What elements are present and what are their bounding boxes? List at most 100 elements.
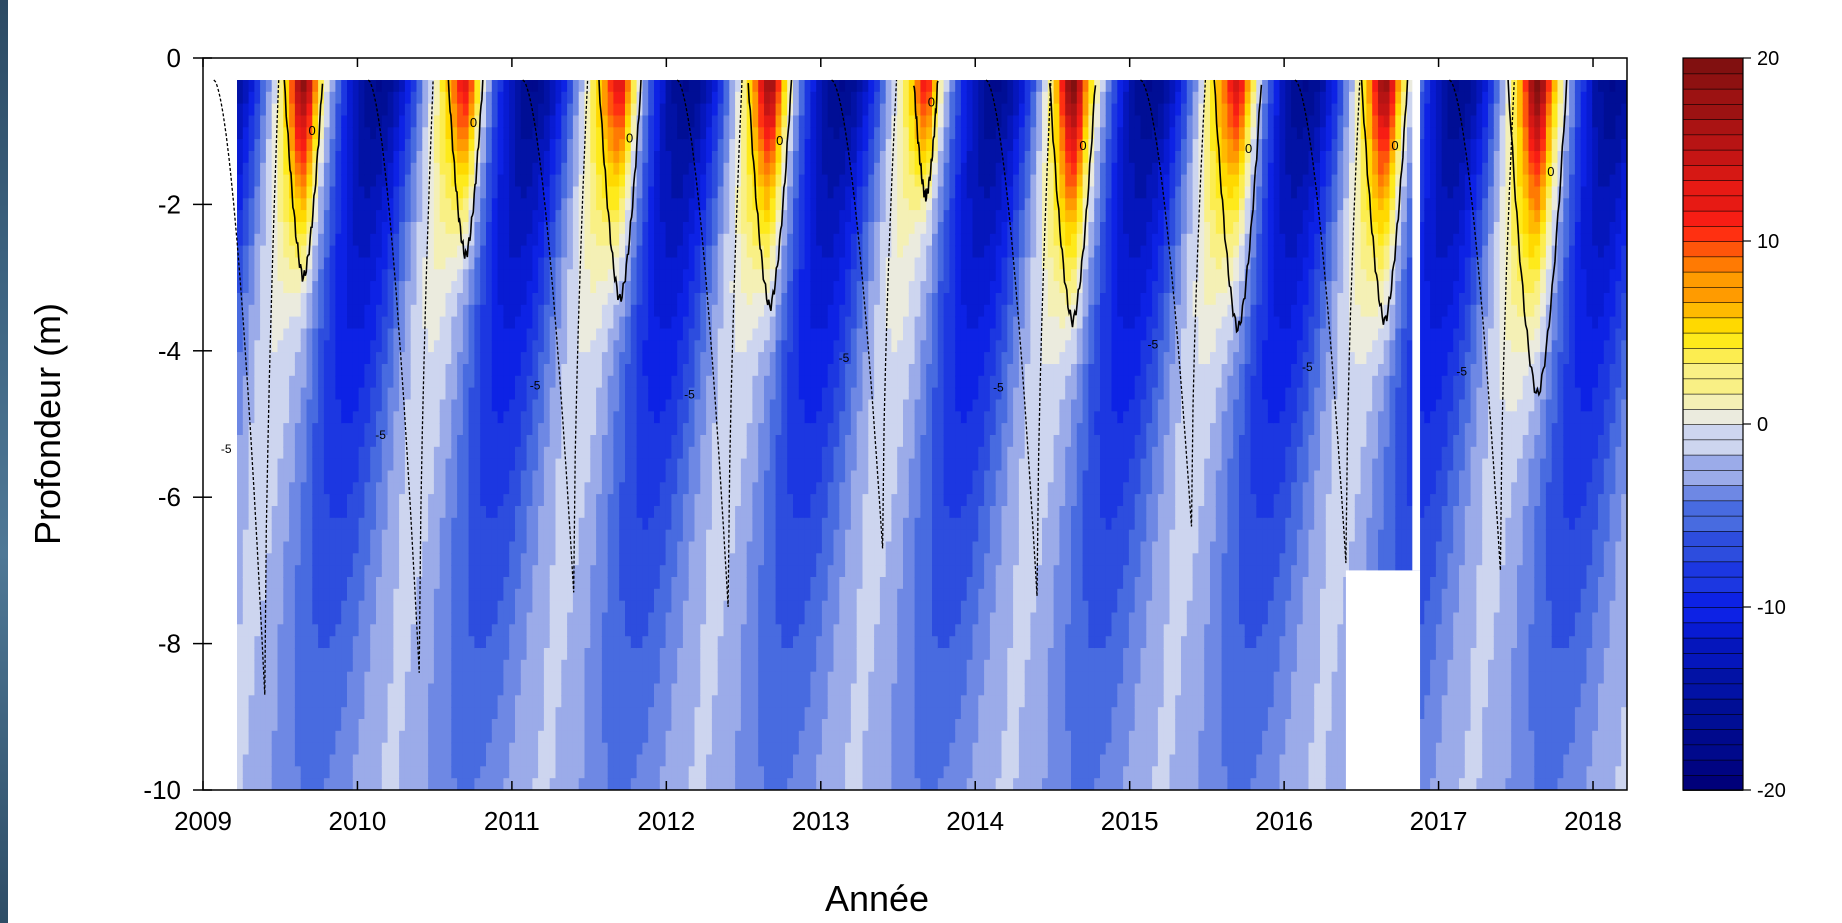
field-cell [636, 695, 644, 708]
field-cell [711, 186, 719, 200]
field-cell [254, 683, 261, 697]
field-cell [318, 198, 325, 211]
field-cell [422, 671, 429, 685]
field-cell [277, 446, 285, 460]
field-cell [364, 198, 371, 211]
field-cell [445, 506, 453, 519]
field-cell [538, 245, 545, 259]
field-cell [306, 304, 314, 318]
field-cell [457, 174, 464, 188]
field-cell [370, 506, 377, 519]
field-cell [659, 494, 667, 507]
field-cell [700, 352, 707, 365]
field-cell [242, 446, 250, 460]
field-cell [329, 375, 337, 389]
field-cell [323, 766, 331, 779]
field-cell [474, 541, 481, 555]
field-cell [654, 565, 661, 578]
field-cell [515, 458, 522, 472]
field-cell [532, 151, 539, 164]
field-cell [503, 482, 510, 495]
field-cell [474, 364, 481, 377]
field-cell [393, 683, 400, 697]
field-cell [584, 352, 592, 365]
field-cell [306, 695, 314, 708]
field-cell [572, 565, 580, 578]
field-cell [393, 174, 400, 188]
field-cell [283, 754, 290, 768]
field-cell [254, 423, 261, 436]
field-cell [248, 624, 256, 637]
field-cell [642, 91, 649, 105]
field-cell [486, 482, 493, 495]
field-cell [538, 281, 545, 294]
field-cell [619, 458, 626, 472]
field-cell [659, 506, 667, 519]
field-cell [572, 671, 580, 685]
field-cell [404, 293, 412, 306]
field-cell [462, 375, 470, 389]
field-cell [462, 186, 470, 200]
field-cell [404, 423, 412, 436]
field-cell [509, 399, 516, 413]
field-cell [572, 506, 580, 519]
field-cell [387, 139, 395, 152]
field-cell [630, 529, 638, 543]
field-cell [491, 316, 499, 330]
field-cell [543, 364, 551, 377]
field-cell [451, 754, 458, 768]
field-cell [630, 198, 638, 211]
field-cell [457, 517, 464, 531]
field-cell [671, 174, 678, 188]
field-cell [237, 103, 244, 117]
field-cell [630, 257, 638, 271]
field-cell [433, 328, 441, 342]
field-cell [700, 198, 707, 211]
field-cell [451, 742, 458, 756]
field-cell [358, 304, 366, 318]
field-cell [509, 659, 516, 673]
field-cell [433, 186, 441, 200]
field-cell [387, 577, 395, 590]
field-cell [422, 411, 429, 424]
field-cell [260, 328, 267, 342]
field-cell [347, 174, 354, 188]
field-cell [625, 435, 632, 448]
field-cell [387, 328, 395, 342]
field-cell [619, 245, 626, 259]
field-cell [347, 233, 354, 247]
field-cell [625, 565, 632, 578]
field-cell [607, 328, 615, 342]
field-cell [584, 636, 592, 649]
field-cell [630, 293, 638, 306]
field-cell [335, 127, 342, 140]
field-cell [237, 293, 244, 306]
field-cell [520, 281, 528, 294]
field-cell [352, 80, 360, 93]
field-cell [486, 222, 493, 235]
field-cell [636, 423, 644, 436]
field-cell [381, 517, 389, 531]
field-cell [682, 162, 690, 176]
field-cell [607, 139, 615, 152]
field-cell [248, 411, 256, 424]
field-cell [613, 245, 620, 259]
field-cell [323, 91, 331, 105]
field-cell [416, 186, 424, 200]
field-cell [283, 458, 290, 472]
field-cell [561, 695, 568, 708]
field-cell [422, 577, 429, 590]
field-cell [706, 494, 713, 507]
field-cell [347, 612, 354, 626]
field-cell [642, 470, 649, 484]
field-cell [578, 494, 586, 507]
field-cell [433, 257, 441, 271]
field-cell [341, 529, 348, 543]
field-cell [601, 612, 609, 626]
field-cell [457, 671, 464, 685]
field-cell [370, 778, 377, 790]
field-cell [433, 624, 441, 637]
field-cell [387, 648, 395, 661]
field-cell [277, 210, 285, 223]
field-cell [462, 648, 470, 661]
